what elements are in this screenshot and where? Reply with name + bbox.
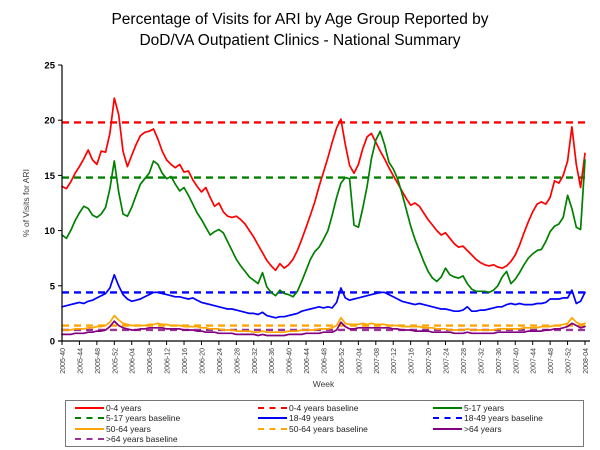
legend-label: 50-64 years baseline (289, 423, 368, 434)
legend-line-swatch (258, 417, 287, 420)
x-tick-label: 2006-32 (252, 348, 259, 374)
x-tick-label: 2007-40 (513, 348, 520, 374)
x-tick-label: 2006-52 (339, 348, 346, 374)
legend-item-0-4-years: 0-4 years (75, 403, 258, 413)
series-line-0-4-years (61, 97, 586, 272)
x-tick-label: 2006-44 (304, 348, 311, 374)
x-tick-label: 2006-40 (287, 348, 294, 374)
chart-title-line2: DoD/VA Outpatient Clinics - National Sum… (139, 32, 461, 49)
x-tick-label: 2007-20 (426, 348, 433, 374)
x-tick-label: 2007-28 (461, 348, 468, 374)
legend-item-0-4-years-baseline: 0-4 years baseline (258, 403, 433, 413)
x-tick-label: 2007-44 (531, 348, 538, 374)
x-tick-label: 2006-12 (165, 348, 172, 374)
legend-item-5-17-years: 5-17 years (433, 403, 583, 413)
x-tick-label: 2007-52 (566, 348, 573, 374)
x-tick-label: 2006-36 (269, 348, 276, 374)
x-tick-label: 2007-16 (409, 348, 416, 374)
legend-line-swatch (75, 407, 104, 410)
y-tick-label: 20 (44, 116, 55, 127)
x-tick-label: 2007-32 (478, 348, 485, 374)
legend-item-50-64-years-baseline: 50-64 years baseline (258, 424, 433, 434)
x-tick-label: 2007-24 (444, 348, 451, 374)
legend-dashed-line-swatch (258, 427, 287, 430)
legend-item-18-49-years-baseline: 18-49 years baseline (433, 413, 583, 423)
series-line-64-years (61, 320, 586, 337)
x-tick-label: 2005-40 (60, 348, 67, 374)
x-tick-label: 2007-36 (496, 348, 503, 374)
legend-label: 18-49 years baseline (464, 413, 543, 424)
chart-title-line1: Percentage of Visits for ARI by Age Grou… (111, 11, 489, 28)
legend-label: >64 years baseline (106, 433, 178, 444)
legend-item-50-64-years: 50-64 years (75, 424, 258, 434)
y-axis-title: % of Visits for ARI (21, 169, 31, 237)
x-tick-label: 2006-28 (234, 348, 241, 374)
x-tick-label: 2005-48 (95, 348, 102, 374)
legend-line-swatch (433, 407, 462, 410)
legend-item--64-years: >64 years (433, 424, 583, 434)
x-tick-label: 2007-48 (548, 348, 555, 374)
y-tick-label: 25 (44, 61, 55, 72)
x-tick-label: 2008-04 (583, 348, 590, 374)
legend-item-5-17-years-baseline: 5-17 years baseline (75, 413, 258, 423)
legend-label: 0-4 years (106, 403, 142, 414)
legend-label: 0-4 years baseline (289, 403, 359, 414)
x-axis-title: Week (313, 379, 335, 389)
line-chart: 0 5 10 15 20 25 2005-40 2005-44 2005-48 2005-52 20… (21, 61, 590, 389)
series-line-50-64-years (61, 314, 586, 334)
legend-item--64-years-baseline: >64 years baseline (75, 434, 258, 444)
x-tick-label: 2006-04 (130, 348, 137, 374)
legend-label: 5-17 years (464, 403, 505, 414)
legend-dashed-line-swatch (258, 407, 287, 410)
legend-dashed-line-swatch (75, 437, 104, 440)
legend-label: 50-64 years (106, 423, 151, 434)
x-tick-label: 2006-48 (322, 348, 329, 374)
legend-label: >64 years (464, 423, 502, 434)
series-line-5-17-years (61, 130, 586, 298)
y-tick-label: 10 (44, 226, 55, 237)
y-tick-label: 5 (50, 281, 56, 292)
x-tick-label: 2006-20 (199, 348, 206, 374)
x-tick-label: 2005-52 (112, 348, 119, 374)
series-line-18-49-years (61, 273, 586, 319)
x-tick-label: 2006-24 (217, 348, 224, 374)
legend-dashed-line-swatch (433, 417, 462, 420)
chart-legend: 0-4 years 0-4 years baseline 5-17 years 5-1… (65, 400, 584, 447)
x-tick-label: 2007-12 (391, 348, 398, 374)
x-tick-label: 2006-16 (182, 348, 189, 374)
legend-line-swatch (433, 427, 462, 430)
x-tick-label: 2006-08 (147, 348, 154, 374)
legend-label: 5-17 years baseline (106, 413, 181, 424)
x-tick-label: 2007-04 (356, 348, 363, 374)
legend-dashed-line-swatch (75, 417, 104, 420)
y-tick-label: 15 (44, 171, 55, 182)
legend-label: 18-49 years (289, 413, 334, 424)
legend-line-swatch (75, 427, 104, 430)
x-tick-label: 2005-44 (77, 348, 84, 374)
y-tick-label: 0 (50, 337, 55, 348)
x-tick-label: 2007-08 (374, 348, 381, 374)
legend-item-18-49-years: 18-49 years (258, 413, 433, 423)
chart-title: Percentage of Visits for ARI by Age Grou… (0, 9, 600, 51)
